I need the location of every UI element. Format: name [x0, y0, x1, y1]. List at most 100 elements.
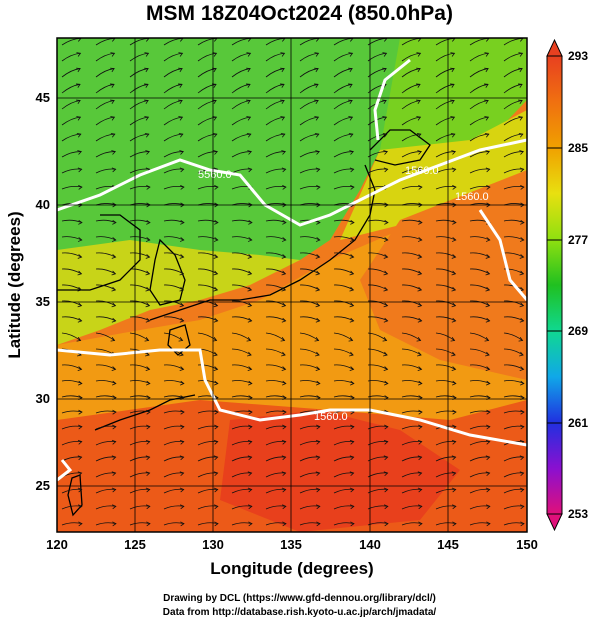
streamline	[299, 505, 320, 510]
streamline	[163, 488, 184, 494]
streamline-arrowhead	[214, 184, 219, 190]
streamline	[469, 316, 490, 322]
streamline-arrowhead	[451, 302, 457, 308]
streamline-arrowhead	[485, 167, 491, 173]
streamline	[333, 116, 353, 126]
streamline-arrowhead	[416, 99, 421, 105]
streamline	[95, 133, 115, 142]
streamline	[435, 348, 456, 356]
streamline-arrowhead	[349, 286, 355, 292]
streamline-arrowhead	[417, 439, 423, 445]
streamline	[61, 185, 82, 190]
streamline	[265, 505, 286, 510]
streamline-arrowhead	[451, 237, 457, 242]
streamline	[435, 52, 455, 62]
streamline-arrowhead	[281, 286, 287, 292]
streamline	[95, 268, 116, 275]
streamline	[95, 522, 117, 526]
streamline-arrowhead	[520, 409, 525, 415]
streamline	[129, 116, 149, 126]
streamline-arrowhead	[418, 219, 423, 225]
streamline-arrowhead	[349, 455, 355, 461]
streamline-arrowhead	[112, 424, 117, 430]
streamline	[197, 284, 218, 291]
streamline-arrowhead	[247, 351, 252, 357]
streamline-arrowhead	[383, 471, 389, 477]
streamline	[95, 151, 116, 158]
streamline-arrowhead	[382, 133, 388, 138]
hot-core	[220, 410, 460, 532]
coastline-hokkaido	[369, 129, 431, 166]
streamline	[401, 472, 422, 478]
streamline	[503, 316, 524, 322]
streamline	[61, 68, 81, 78]
streamline	[333, 133, 353, 142]
streamline-arrowhead	[282, 184, 287, 190]
streamline	[265, 425, 286, 430]
streamline-arrowhead	[143, 83, 149, 88]
streamline-arrowhead	[382, 52, 388, 57]
streamline	[333, 284, 354, 291]
streamline-arrowhead	[76, 52, 82, 57]
streamline-arrowhead	[76, 67, 81, 73]
streamline-arrowhead	[110, 52, 116, 57]
streamline-arrowhead	[248, 424, 253, 430]
streamline	[401, 505, 422, 510]
x-tick-label: 125	[124, 537, 146, 552]
streamline	[129, 332, 149, 341]
streamline	[61, 168, 82, 174]
streamline-arrowhead	[520, 380, 525, 386]
streamline-arrowhead	[213, 351, 218, 357]
streamline-arrowhead	[518, 116, 524, 121]
streamline	[265, 203, 287, 206]
streamline-arrowhead	[145, 302, 151, 308]
streamline	[61, 488, 82, 494]
streamline-arrowhead	[247, 471, 253, 477]
streamline	[503, 116, 523, 126]
streamline-arrowhead	[452, 184, 457, 190]
streamline-arrowhead	[484, 337, 490, 342]
streamline-arrowhead	[77, 317, 83, 323]
streamline	[129, 522, 151, 526]
streamline-arrowhead	[247, 270, 253, 276]
streamline-arrowhead	[212, 337, 218, 342]
streamline	[95, 380, 116, 384]
streamline-arrowhead	[178, 52, 184, 57]
streamline	[401, 316, 422, 322]
streamline	[61, 268, 82, 275]
streamline-arrowhead	[213, 270, 219, 276]
streamline-arrowhead	[383, 366, 389, 372]
streamline	[469, 425, 490, 430]
streamline-arrowhead	[145, 487, 151, 493]
streamline-arrowhead	[417, 351, 422, 357]
streamline-arrowhead	[384, 424, 389, 430]
streamline	[129, 185, 150, 190]
streamline-arrowhead	[78, 219, 83, 225]
streamline	[197, 440, 218, 446]
streamline-arrowhead	[111, 366, 117, 372]
streamline	[503, 348, 524, 356]
streamline	[401, 151, 422, 158]
streamline	[61, 100, 81, 110]
streamline-arrowhead	[213, 471, 219, 477]
streamline	[435, 203, 457, 206]
streamline	[333, 316, 354, 322]
streamline	[61, 522, 83, 526]
streamline-arrowhead	[78, 521, 83, 527]
streamline-arrowhead	[348, 67, 353, 73]
streamline-arrowhead	[517, 83, 523, 88]
streamline	[435, 364, 456, 370]
streamline	[95, 284, 116, 291]
streamline	[367, 332, 387, 341]
streamline-arrowhead	[111, 150, 116, 155]
streamline	[299, 168, 320, 174]
streamline-arrowhead	[146, 184, 151, 190]
streamline	[299, 83, 319, 94]
streamline-arrowhead	[179, 237, 185, 242]
streamline	[265, 332, 285, 341]
streamline	[401, 116, 421, 126]
streamline	[469, 116, 489, 126]
streamline	[469, 252, 490, 258]
streamline-arrowhead	[449, 83, 455, 88]
